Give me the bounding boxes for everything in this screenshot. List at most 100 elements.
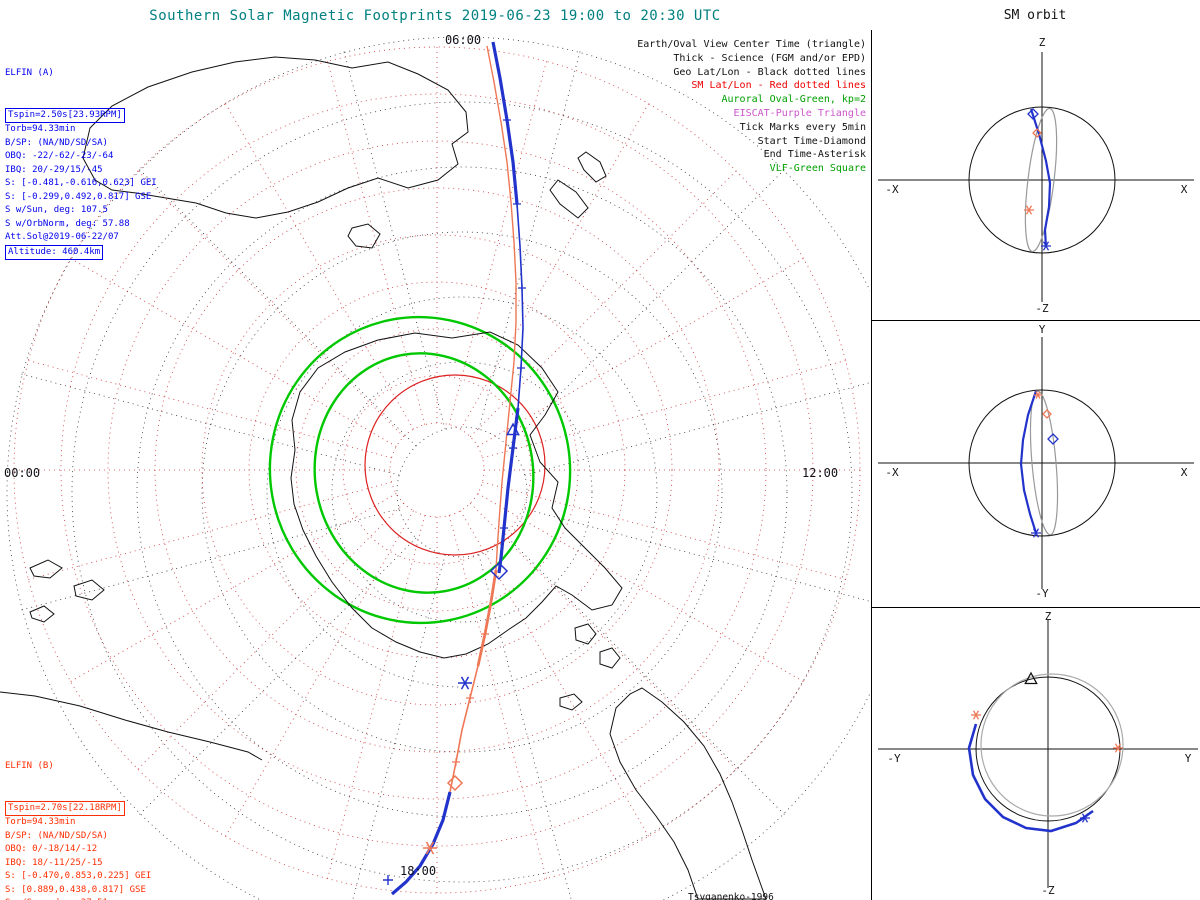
- info-line: B/SP: (NA/ND/SD/SA): [5, 830, 108, 841]
- legend-item: Geo Lat/Lon - Black dotted lines: [673, 66, 866, 78]
- end-asterisk-a: [1041, 241, 1051, 251]
- elfin-b-name: ELFIN (B): [5, 761, 54, 771]
- tick-1800: [383, 875, 393, 885]
- geo-grid-meridians: [19, 49, 870, 900]
- orbit-plot-xy: [878, 337, 1194, 589]
- asterisk-b-left: [971, 710, 981, 720]
- tick-5min: [518, 284, 526, 292]
- axis-label-right: X: [1180, 183, 1188, 196]
- legend-item: Earth/Oval View Center Time (triangle): [637, 39, 866, 50]
- info-line: Tspin=2.50s[23.93RPM]: [5, 107, 157, 123]
- end-asterisk-b: [1024, 205, 1034, 215]
- legend-item: Tick Marks every 5min: [739, 121, 866, 133]
- tick-5min: [481, 630, 489, 638]
- info-line: S: [-0.470,0.853,0.225] GEI: [5, 871, 152, 881]
- coast-left-island-1: [29, 559, 63, 579]
- tick-5min: [452, 758, 460, 766]
- coast-left-island-3: [29, 605, 55, 623]
- elfinA-end-asterisk: [458, 676, 472, 690]
- mlt-label-1200: 12:00: [802, 466, 839, 480]
- info-line: S w/Sun, deg: 107.5: [5, 205, 108, 215]
- coast-australia: [82, 56, 469, 219]
- elfinB-blue-thick-lower: [390, 791, 452, 896]
- axis-label-left: -Y: [887, 752, 901, 765]
- info-line: Altitude: 460.4km: [5, 244, 157, 260]
- auroral-oval-inner: [313, 352, 535, 594]
- orbit-far-side: [980, 673, 1124, 817]
- earth-circle: [968, 389, 1116, 537]
- axis-label-top: Z: [1044, 610, 1052, 623]
- elfinB-start-diamond: [446, 774, 464, 792]
- axis-label-right: X: [1180, 466, 1188, 479]
- legend-item: End Time-Asterisk: [763, 149, 866, 161]
- legend-item: Thick - Science (FGM and/or EPD): [673, 52, 866, 64]
- info-line: Torb=94.33min: [5, 817, 76, 827]
- orbit-plot-yz: [878, 620, 1198, 888]
- start-diamond-a: [1047, 433, 1059, 445]
- orbit-plot-xz: [878, 52, 1194, 302]
- end-asterisk-b: [1034, 391, 1042, 399]
- info-line: IBQ: 18/-11/25/-15: [5, 857, 103, 868]
- tick-5min: [503, 116, 511, 124]
- info-line: Torb=94.33min: [5, 124, 76, 134]
- earth-circle: [968, 106, 1116, 254]
- sm-orbit-panel-yz: Z -Z -Y Y: [871, 607, 1200, 900]
- geo-grid-circles: [6, 36, 870, 900]
- center-time-triangle: [506, 422, 520, 436]
- elfin-b-info-block: ELFIN (B) Tspin=2.70s[22.18RPM] Torb=94.3…: [5, 733, 151, 900]
- sm-orbit-panel-xy: Y -Y -X X: [871, 320, 1200, 607]
- info-line: S: [-0.481,-0.616,0.623] GEI: [5, 178, 157, 188]
- coast-antarctica: [290, 331, 623, 659]
- orbit-near-side: [967, 723, 1094, 833]
- start-diamond-b: [1032, 128, 1042, 138]
- tick-5min: [517, 364, 525, 372]
- sm-orbit-title: SM orbit: [1003, 8, 1067, 23]
- end-asterisk-a: [1080, 813, 1090, 823]
- axis-label-left: -X: [885, 466, 899, 479]
- legend-item: Start Time-Diamond: [757, 135, 866, 147]
- orbit-far-side: [1024, 107, 1058, 253]
- start-diamond-b: [1042, 409, 1052, 419]
- info-line: B/SP: (NA/ND/SD/SA): [5, 137, 108, 148]
- axis-label-bottom: -Z: [1041, 884, 1055, 897]
- legend-item: Auroral Oval-Green, kp=2: [721, 94, 867, 106]
- axis-label-left: -X: [885, 183, 899, 196]
- legend-item: EISCAT-Purple Triangle: [733, 107, 866, 119]
- field-model-label: Tsyganenko-1996: [688, 891, 774, 900]
- elfinA-science-thick-top: [491, 41, 519, 205]
- legend-item: VLF-Green Square: [769, 163, 866, 175]
- map-legend: Earth/Oval View Center Time (triangle) Th…: [580, 38, 866, 176]
- page-title: Southern Solar Magnetic Footprints 2019-…: [149, 8, 721, 24]
- earth-circle: [975, 676, 1121, 822]
- mlt-label-1800: 18:00: [400, 864, 437, 878]
- coast-nz-south: [549, 179, 589, 219]
- polar-cap-circle: [364, 374, 546, 556]
- coast-left-island-2: [73, 579, 105, 601]
- sm-orbit-panel-xz: Z -Z -X X: [871, 30, 1200, 320]
- axis-label-top: Y: [1038, 323, 1046, 336]
- axis-label-right: Y: [1184, 752, 1192, 765]
- info-line: OBQ: -22/-62/-23/-64: [5, 151, 114, 161]
- elfin-a-lines: Tspin=2.50s[23.93RPM] Torb=94.33min B/SP: …: [5, 107, 157, 260]
- axis-label-bottom: -Y: [1035, 587, 1049, 600]
- coast-peninsula-island-2: [599, 647, 621, 669]
- orbit-far-side: [1029, 390, 1059, 536]
- info-line: Tspin=2.70s[22.18RPM]: [5, 800, 151, 816]
- center-time-triangle: [1024, 671, 1038, 685]
- info-line: S w/OrbNorm, deg: 57.88: [5, 218, 130, 229]
- coast-tasmania: [347, 223, 381, 249]
- coast-southwest: [0, 691, 263, 761]
- info-line: Att.Sol@2019-06-22/07: [5, 232, 119, 242]
- info-line: OBQ: 0/-18/14/-12: [5, 844, 98, 854]
- elfinB-footprint-lower: [391, 569, 497, 895]
- auroral-oval-outer: [268, 315, 572, 625]
- tick-5min: [500, 524, 508, 532]
- orbit-near-side: [1029, 108, 1052, 248]
- mlt-label-0600: 06:00: [444, 33, 482, 47]
- axis-label-top: Z: [1038, 36, 1046, 49]
- info-line: S: [-0.299,0.492,0.817] GSE: [5, 191, 152, 202]
- elfinB-science-thick: [476, 569, 498, 667]
- info-line: IBQ: 20/-29/15/-45: [5, 164, 103, 175]
- polar-footprint-map: [0, 36, 870, 900]
